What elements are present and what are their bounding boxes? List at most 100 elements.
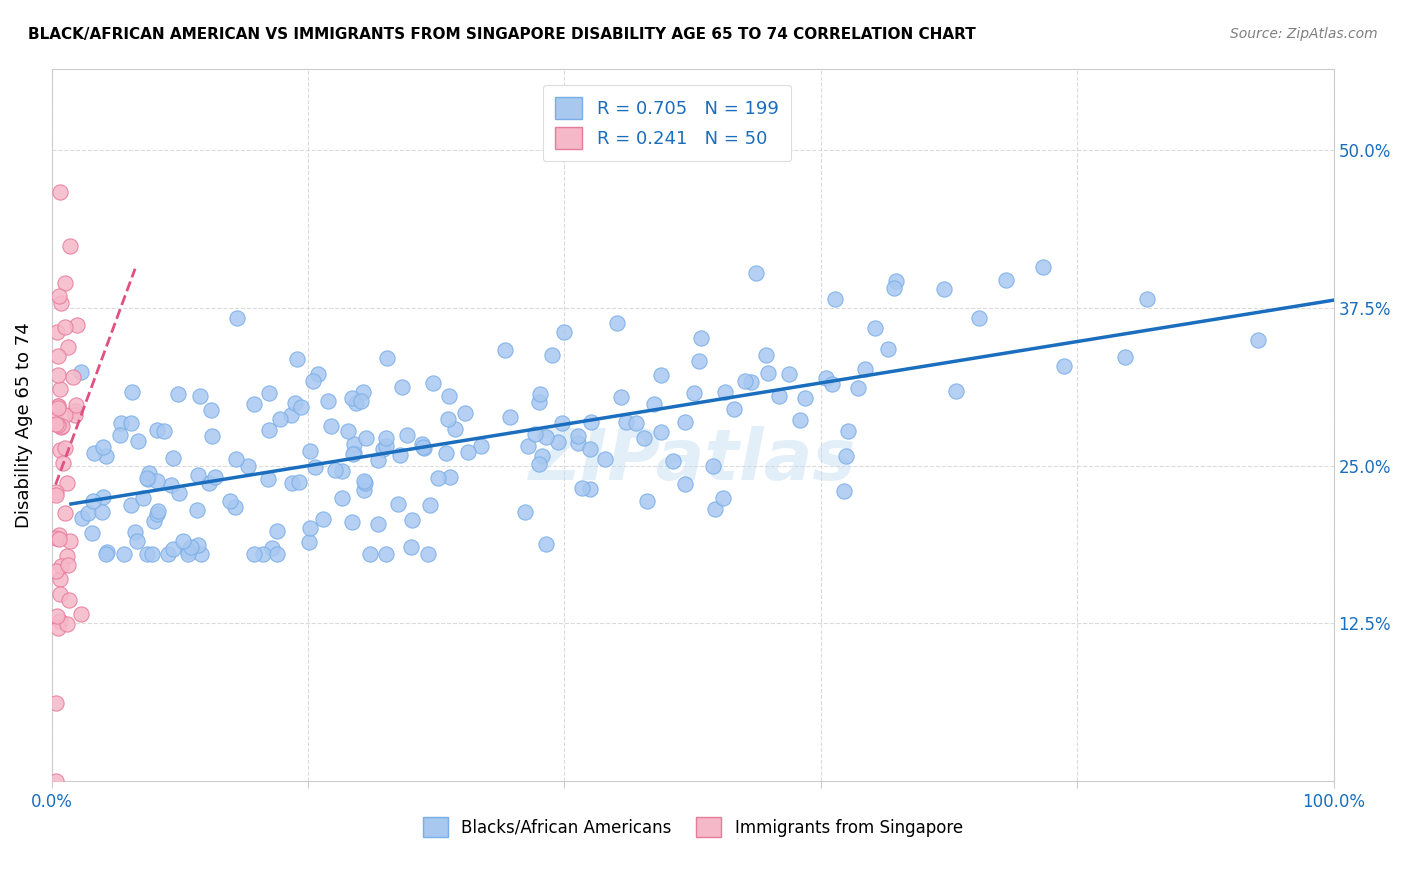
Point [46,368,69,382]
Point [359,547,381,561]
Point [967,310,990,325]
Point [371,442,394,456]
Point [56,558,79,572]
Point [1032,260,1054,274]
Point [204,469,226,483]
Point [53,320,76,334]
Point [793,391,815,405]
Point [284,396,307,410]
Point [578,482,600,496]
Point [387,497,409,511]
Point [45,531,67,545]
Point [162,542,184,557]
Point [578,442,600,456]
Point [301,374,323,388]
Point [55,506,77,520]
Point [740,375,762,389]
Point [457,445,479,459]
Point [815,370,838,384]
Point [412,441,434,455]
Point [633,432,655,446]
Point [225,311,247,326]
Point [62,370,84,384]
Point [536,430,558,444]
Point [46,609,69,624]
Point [832,483,855,498]
Point [120,498,142,512]
Point [187,468,209,483]
Point [56,549,79,564]
Point [567,435,589,450]
Point [224,500,246,514]
Point [132,491,155,505]
Point [702,459,724,474]
Point [52,456,75,470]
Point [56,616,79,631]
Point [298,535,321,549]
Point [167,386,190,401]
Point [167,485,190,500]
Point [162,450,184,465]
Point [354,431,377,445]
Point [427,471,450,485]
Point [112,547,135,561]
Point [529,387,551,401]
Point [48,527,70,541]
Point [53,442,76,456]
Point [713,491,735,506]
Point [323,463,346,477]
Point [499,410,522,425]
Point [610,390,633,404]
Point [45,565,67,579]
Point [367,452,389,467]
Point [853,362,876,376]
Point [70,365,93,379]
Point [45,417,67,432]
Point [48,573,70,587]
Point [876,342,898,356]
Point [350,394,373,409]
Point [352,384,374,399]
Point [704,502,727,516]
Point [768,389,790,403]
Point [1053,359,1076,373]
Point [49,382,72,396]
Point [375,547,398,561]
Point [643,397,665,411]
Point [136,471,159,485]
Point [673,476,696,491]
Point [91,505,114,519]
Point [200,403,222,417]
Text: Source: ZipAtlas.com: Source: ZipAtlas.com [1230,27,1378,41]
Point [136,472,159,486]
Point [55,476,77,491]
Point [662,454,685,468]
Point [280,408,302,422]
Point [125,533,148,548]
Point [269,412,291,426]
Point [531,449,554,463]
Point [524,426,547,441]
Point [734,374,756,388]
Point [96,545,118,559]
Point [56,340,79,354]
Point [541,347,564,361]
Point [388,448,411,462]
Point [44,411,66,425]
Point [606,316,628,330]
Point [49,442,72,457]
Point [76,507,98,521]
Point [198,475,221,490]
Point [257,386,280,401]
Point [745,266,768,280]
Point [45,488,67,502]
Point [624,416,647,430]
Point [285,351,308,366]
Text: BLACK/AFRICAN AMERICAN VS IMMIGRANTS FROM SINGAPORE DISABILITY AGE 65 TO 74 CORR: BLACK/AFRICAN AMERICAN VS IMMIGRANTS FRO… [28,27,976,42]
Point [1114,350,1136,364]
Point [846,381,869,395]
Point [121,384,143,399]
Point [266,524,288,538]
Point [614,415,637,429]
Point [48,186,70,200]
